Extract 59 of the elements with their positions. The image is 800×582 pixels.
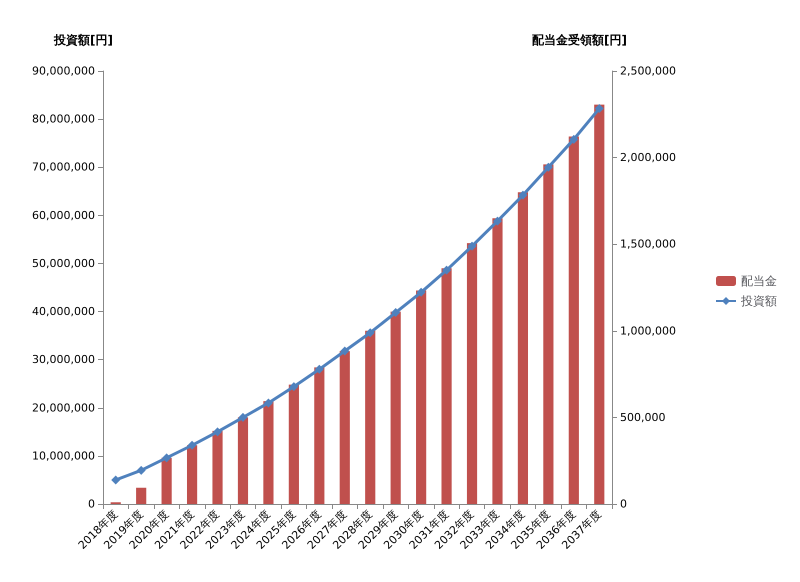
y2-tick-label: 2,500,000 bbox=[620, 64, 676, 78]
point bbox=[136, 466, 146, 475]
y2-tick-label: 1,000,000 bbox=[620, 324, 676, 338]
point bbox=[594, 104, 604, 114]
legend-label: 投資額 bbox=[740, 294, 777, 308]
bar bbox=[212, 430, 223, 504]
point bbox=[569, 134, 578, 144]
point bbox=[264, 398, 273, 408]
bar bbox=[390, 312, 401, 504]
y-tick-label: 0 bbox=[88, 498, 95, 510]
point bbox=[111, 475, 120, 484]
y-tick-label: 40,000,000 bbox=[32, 305, 95, 318]
y-tick-label: 50,000,000 bbox=[32, 256, 95, 270]
point bbox=[289, 382, 298, 392]
point bbox=[366, 328, 375, 338]
point bbox=[391, 308, 400, 318]
y-tick-label: 10,000,000 bbox=[32, 449, 95, 462]
y-tick-label: 30,000,000 bbox=[32, 353, 95, 366]
bar bbox=[288, 384, 299, 504]
bar bbox=[466, 243, 478, 504]
y-tick-label: 90,000,000 bbox=[32, 64, 95, 78]
bar bbox=[162, 458, 172, 504]
bar bbox=[518, 192, 528, 504]
y2-tick-label: 500,000 bbox=[620, 410, 666, 424]
y-tick-label: 70,000,000 bbox=[32, 160, 95, 174]
point bbox=[492, 216, 502, 226]
bar bbox=[568, 136, 579, 504]
bar bbox=[340, 351, 350, 504]
bar bbox=[365, 330, 376, 504]
bar bbox=[314, 367, 324, 504]
y2-axis-title: 配当金受領額[円] bbox=[532, 33, 627, 47]
y2-tick-label: 2,000,000 bbox=[620, 151, 676, 164]
bar bbox=[238, 417, 248, 504]
y2-tick-label: 0 bbox=[620, 498, 627, 510]
point bbox=[518, 190, 528, 200]
bar bbox=[543, 164, 554, 504]
point bbox=[340, 346, 350, 356]
bar bbox=[186, 445, 198, 504]
point bbox=[162, 453, 172, 462]
bar bbox=[263, 401, 274, 504]
bar bbox=[416, 290, 426, 504]
y-axis-title: 投資額[円] bbox=[53, 33, 113, 47]
point bbox=[468, 242, 477, 251]
y2-tick-label: 1,500,000 bbox=[620, 238, 676, 251]
bar bbox=[136, 488, 146, 504]
bar bbox=[492, 218, 503, 504]
point bbox=[442, 266, 452, 275]
y-tick-label: 60,000,000 bbox=[32, 208, 95, 222]
point bbox=[238, 412, 248, 422]
point bbox=[544, 162, 553, 172]
point bbox=[416, 288, 426, 297]
y-tick-label: 20,000,000 bbox=[32, 401, 95, 414]
point bbox=[314, 364, 324, 374]
y-tick-label: 80,000,000 bbox=[32, 112, 95, 126]
point bbox=[188, 440, 197, 450]
bar bbox=[594, 104, 604, 504]
point bbox=[213, 427, 222, 436]
bar bbox=[441, 268, 452, 504]
legend-label: 配当金 bbox=[741, 274, 777, 288]
